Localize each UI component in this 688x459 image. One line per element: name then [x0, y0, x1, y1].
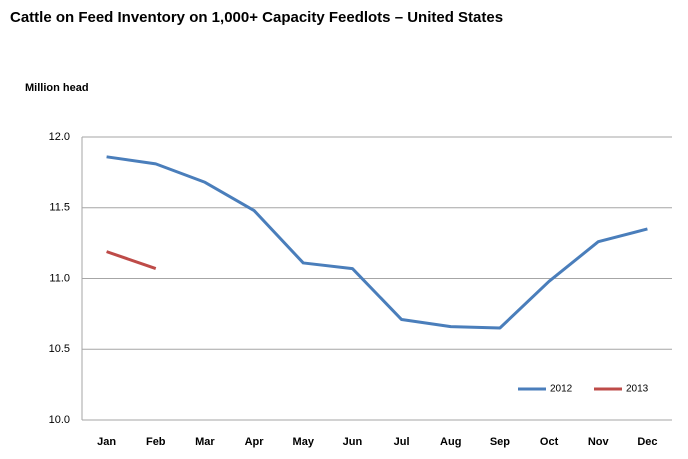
x-tick-label: May	[293, 436, 315, 448]
x-tick-label: Feb	[146, 436, 166, 448]
y-tick-label: 10.0	[49, 414, 70, 426]
y-tick-label: 11.5	[49, 202, 70, 214]
x-tick-label: Aug	[440, 436, 461, 448]
series-line	[106, 250, 157, 271]
x-tick-label: Jul	[394, 436, 410, 448]
x-tick-label: Jun	[343, 436, 363, 448]
y-tick-label: 12.0	[49, 131, 70, 143]
y-tick-label: 11.0	[49, 272, 70, 284]
y-axis-label: Million head	[25, 82, 89, 94]
x-tick-label: Mar	[195, 436, 215, 448]
x-tick-label: Apr	[245, 436, 265, 448]
x-tick-label: Sep	[490, 436, 510, 448]
legend-label: 2013	[626, 384, 649, 395]
x-tick-label: Dec	[637, 436, 657, 448]
x-tick-label: Jan	[97, 436, 116, 448]
x-tick-label: Nov	[588, 436, 610, 448]
legend-label: 2012	[550, 384, 573, 395]
series-line	[106, 155, 648, 330]
chart-title: Cattle on Feed Inventory on 1,000+ Capac…	[10, 9, 504, 26]
x-tick-label: Oct	[540, 436, 559, 448]
y-tick-label: 10.5	[49, 343, 70, 355]
